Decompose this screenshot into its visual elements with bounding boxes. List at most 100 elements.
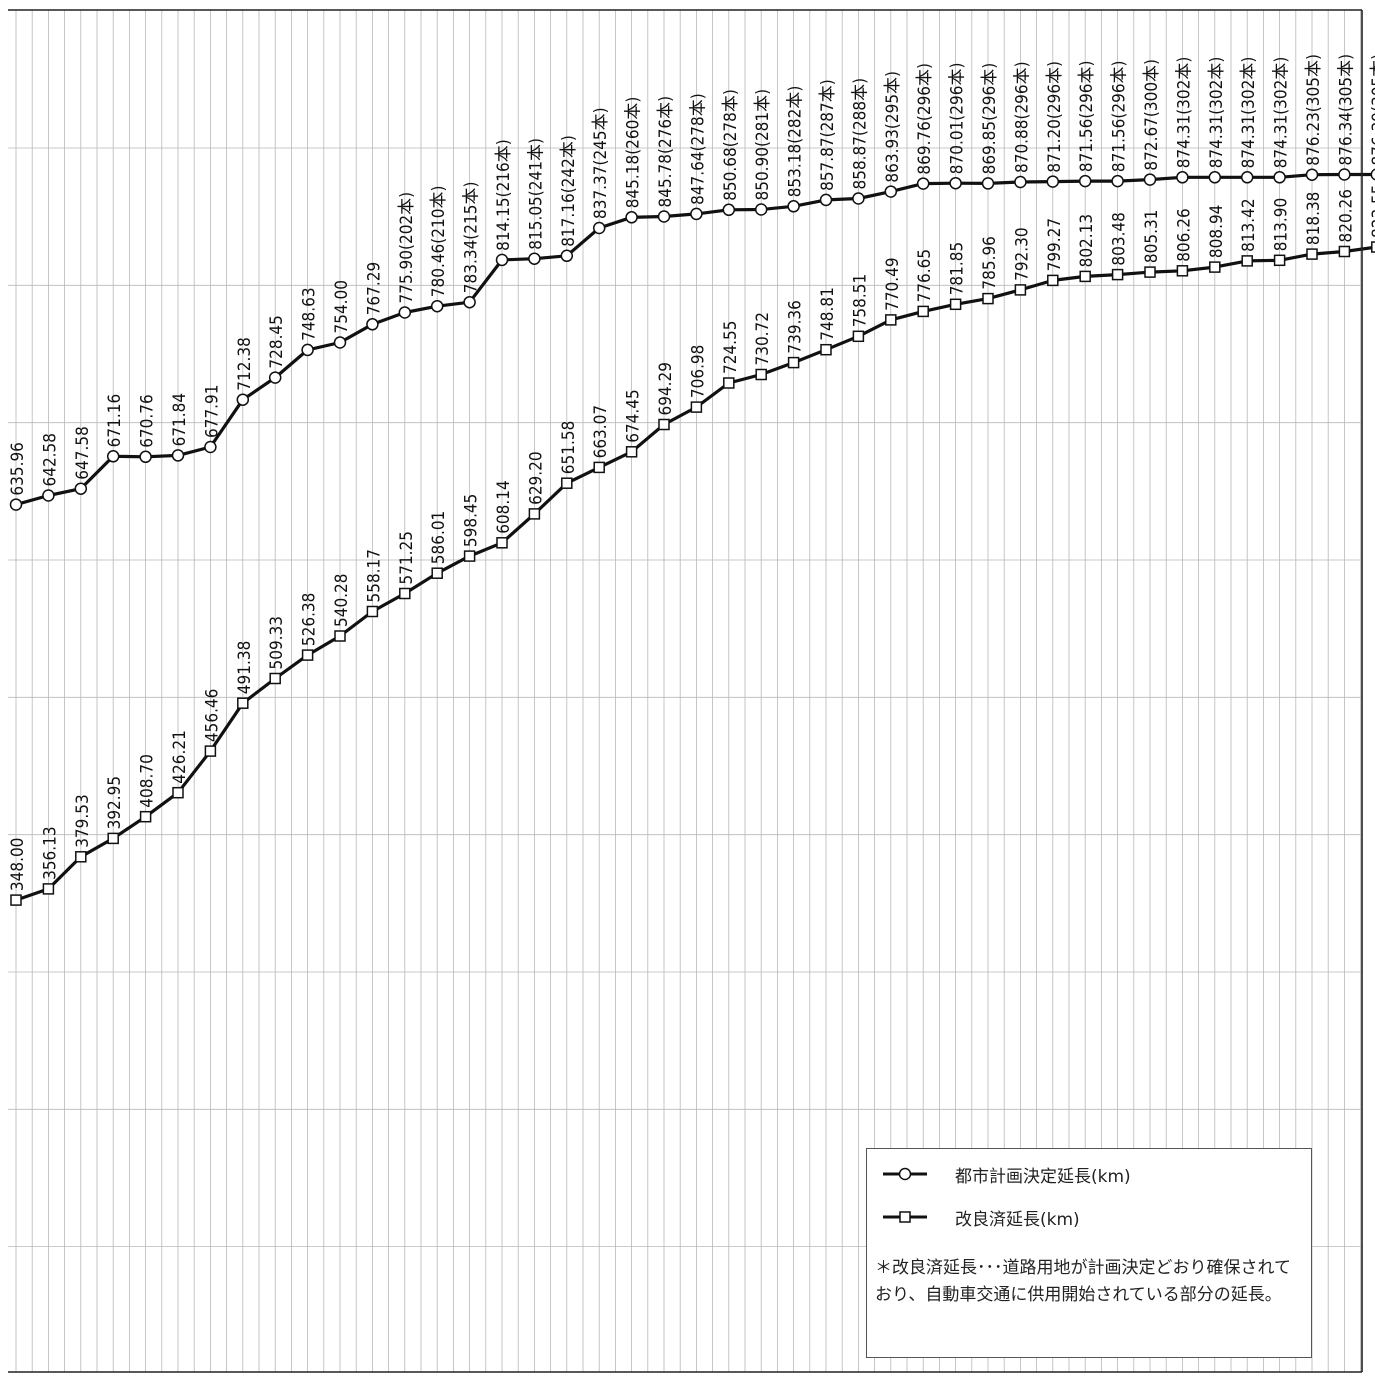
data-label-series-2: 818.38 <box>1304 192 1324 246</box>
data-label-series-2: 694.29 <box>656 362 676 416</box>
circle-marker-icon <box>881 1164 929 1184</box>
point-series-2 <box>594 462 604 472</box>
point-series-1 <box>885 186 896 197</box>
data-label-series-2: 663.07 <box>591 405 611 459</box>
point-series-1 <box>270 372 281 383</box>
point-series-2 <box>1210 262 1220 272</box>
data-label-series-2: 808.94 <box>1207 205 1227 259</box>
point-series-1 <box>140 451 151 462</box>
data-label-series-2: 813.90 <box>1272 198 1292 252</box>
point-series-1 <box>1112 176 1123 187</box>
data-label-series-2: 813.42 <box>1239 198 1259 252</box>
data-label-series-1: 845.78(276本) <box>656 96 676 208</box>
data-label-series-1: 871.20(296本) <box>1045 61 1065 173</box>
point-series-2 <box>562 478 572 488</box>
point-series-1 <box>626 212 637 223</box>
point-series-1 <box>1080 176 1091 187</box>
point-series-2 <box>886 315 896 325</box>
point-series-1 <box>561 250 572 261</box>
point-series-2 <box>529 509 539 519</box>
point-series-1 <box>11 499 22 510</box>
point-series-2 <box>627 447 637 457</box>
point-series-2 <box>1242 256 1252 266</box>
data-label-series-2: 540.28 <box>332 574 352 628</box>
data-label-series-2: 392.95 <box>105 776 125 830</box>
data-label-series-1: 871.56(296本) <box>1110 60 1130 172</box>
point-series-2 <box>1015 285 1025 295</box>
data-label-series-1: 870.88(296本) <box>1012 61 1032 173</box>
data-label-series-1: 671.16 <box>105 394 125 448</box>
point-series-2 <box>983 294 993 304</box>
point-series-2 <box>691 402 701 412</box>
point-series-1 <box>302 344 313 355</box>
data-label-series-2: 799.27 <box>1045 218 1065 272</box>
square-marker-icon <box>881 1207 929 1227</box>
point-series-1 <box>367 319 378 330</box>
data-label-series-1: 853.18(282本) <box>786 86 806 198</box>
legend-label-improved: 改良済延長(km) <box>955 1205 1080 1230</box>
data-label-series-1: 874.31(302本) <box>1272 57 1292 169</box>
data-label-series-2: 426.21 <box>170 730 190 784</box>
legend-note: ＊改良済延長･･･道路用地が計画決定どおり確保されており、自動車交通に供用開始さ… <box>875 1255 1305 1309</box>
data-label-series-2: 509.33 <box>267 616 287 670</box>
point-series-1 <box>723 204 734 215</box>
point-series-1 <box>594 223 605 234</box>
point-series-2 <box>1113 270 1123 280</box>
data-label-series-2: 802.13 <box>1077 214 1097 268</box>
data-label-series-1: 748.63 <box>300 287 320 341</box>
point-series-1 <box>173 450 184 461</box>
data-label-series-2: 356.13 <box>40 826 60 880</box>
point-series-1 <box>691 208 702 219</box>
data-label-series-1: 783.34(215本) <box>462 182 482 294</box>
point-series-1 <box>432 301 443 312</box>
data-label-series-1: 850.90(281本) <box>753 89 773 201</box>
data-label-series-2: 739.36 <box>786 300 806 354</box>
point-series-2 <box>853 331 863 341</box>
data-label-series-2: 776.65 <box>915 249 935 303</box>
point-series-2 <box>400 589 410 599</box>
point-series-1 <box>1274 172 1285 183</box>
point-series-2 <box>821 345 831 355</box>
data-label-series-1: 869.85(296本) <box>980 63 1000 175</box>
point-series-1 <box>983 178 994 189</box>
data-label-series-2: 785.96 <box>980 236 1000 290</box>
point-series-1 <box>1145 174 1156 185</box>
data-label-series-2: 608.14 <box>494 480 514 534</box>
data-label-series-1: 858.87(288本) <box>850 78 870 190</box>
data-label-series-1: 845.18(260本) <box>624 97 644 209</box>
data-label-series-2: 823.55 <box>1369 185 1375 239</box>
point-series-1 <box>43 490 54 501</box>
point-series-2 <box>367 607 377 617</box>
data-label-series-1: 775.90(202本) <box>397 192 417 304</box>
data-label-series-2: 379.53 <box>73 794 93 848</box>
point-series-2 <box>335 631 345 641</box>
data-label-series-2: 348.00 <box>8 838 28 892</box>
point-series-2 <box>465 551 475 561</box>
point-series-1 <box>659 211 670 222</box>
point-series-2 <box>173 788 183 798</box>
data-label-series-1: 874.31(302本) <box>1207 57 1227 169</box>
point-series-1 <box>1015 177 1026 188</box>
point-series-1 <box>950 178 961 189</box>
point-series-2 <box>1048 275 1058 285</box>
data-label-series-1: 767.29 <box>364 262 384 316</box>
data-label-series-2: 770.49 <box>883 257 903 311</box>
point-series-2 <box>11 895 21 905</box>
data-label-series-1: 754.00 <box>332 280 352 334</box>
data-label-series-2: 724.55 <box>721 321 741 375</box>
point-series-2 <box>205 746 215 756</box>
data-label-series-1: 837.37(245本) <box>591 107 611 219</box>
point-series-2 <box>918 306 928 316</box>
data-label-series-1: 876.34(305本) <box>1336 54 1356 166</box>
point-series-1 <box>464 297 475 308</box>
data-label-series-2: 598.45 <box>462 494 482 547</box>
point-series-2 <box>108 833 118 843</box>
point-series-1 <box>335 337 346 348</box>
data-label-series-1: 869.76(296本) <box>915 63 935 175</box>
point-series-2 <box>43 884 53 894</box>
data-label-series-1: 847.64(278本) <box>688 93 708 205</box>
point-series-1 <box>399 307 410 318</box>
data-label-series-2: 820.26 <box>1336 189 1356 243</box>
data-label-series-2: 586.01 <box>429 511 449 565</box>
data-label-series-2: 651.58 <box>559 421 579 475</box>
